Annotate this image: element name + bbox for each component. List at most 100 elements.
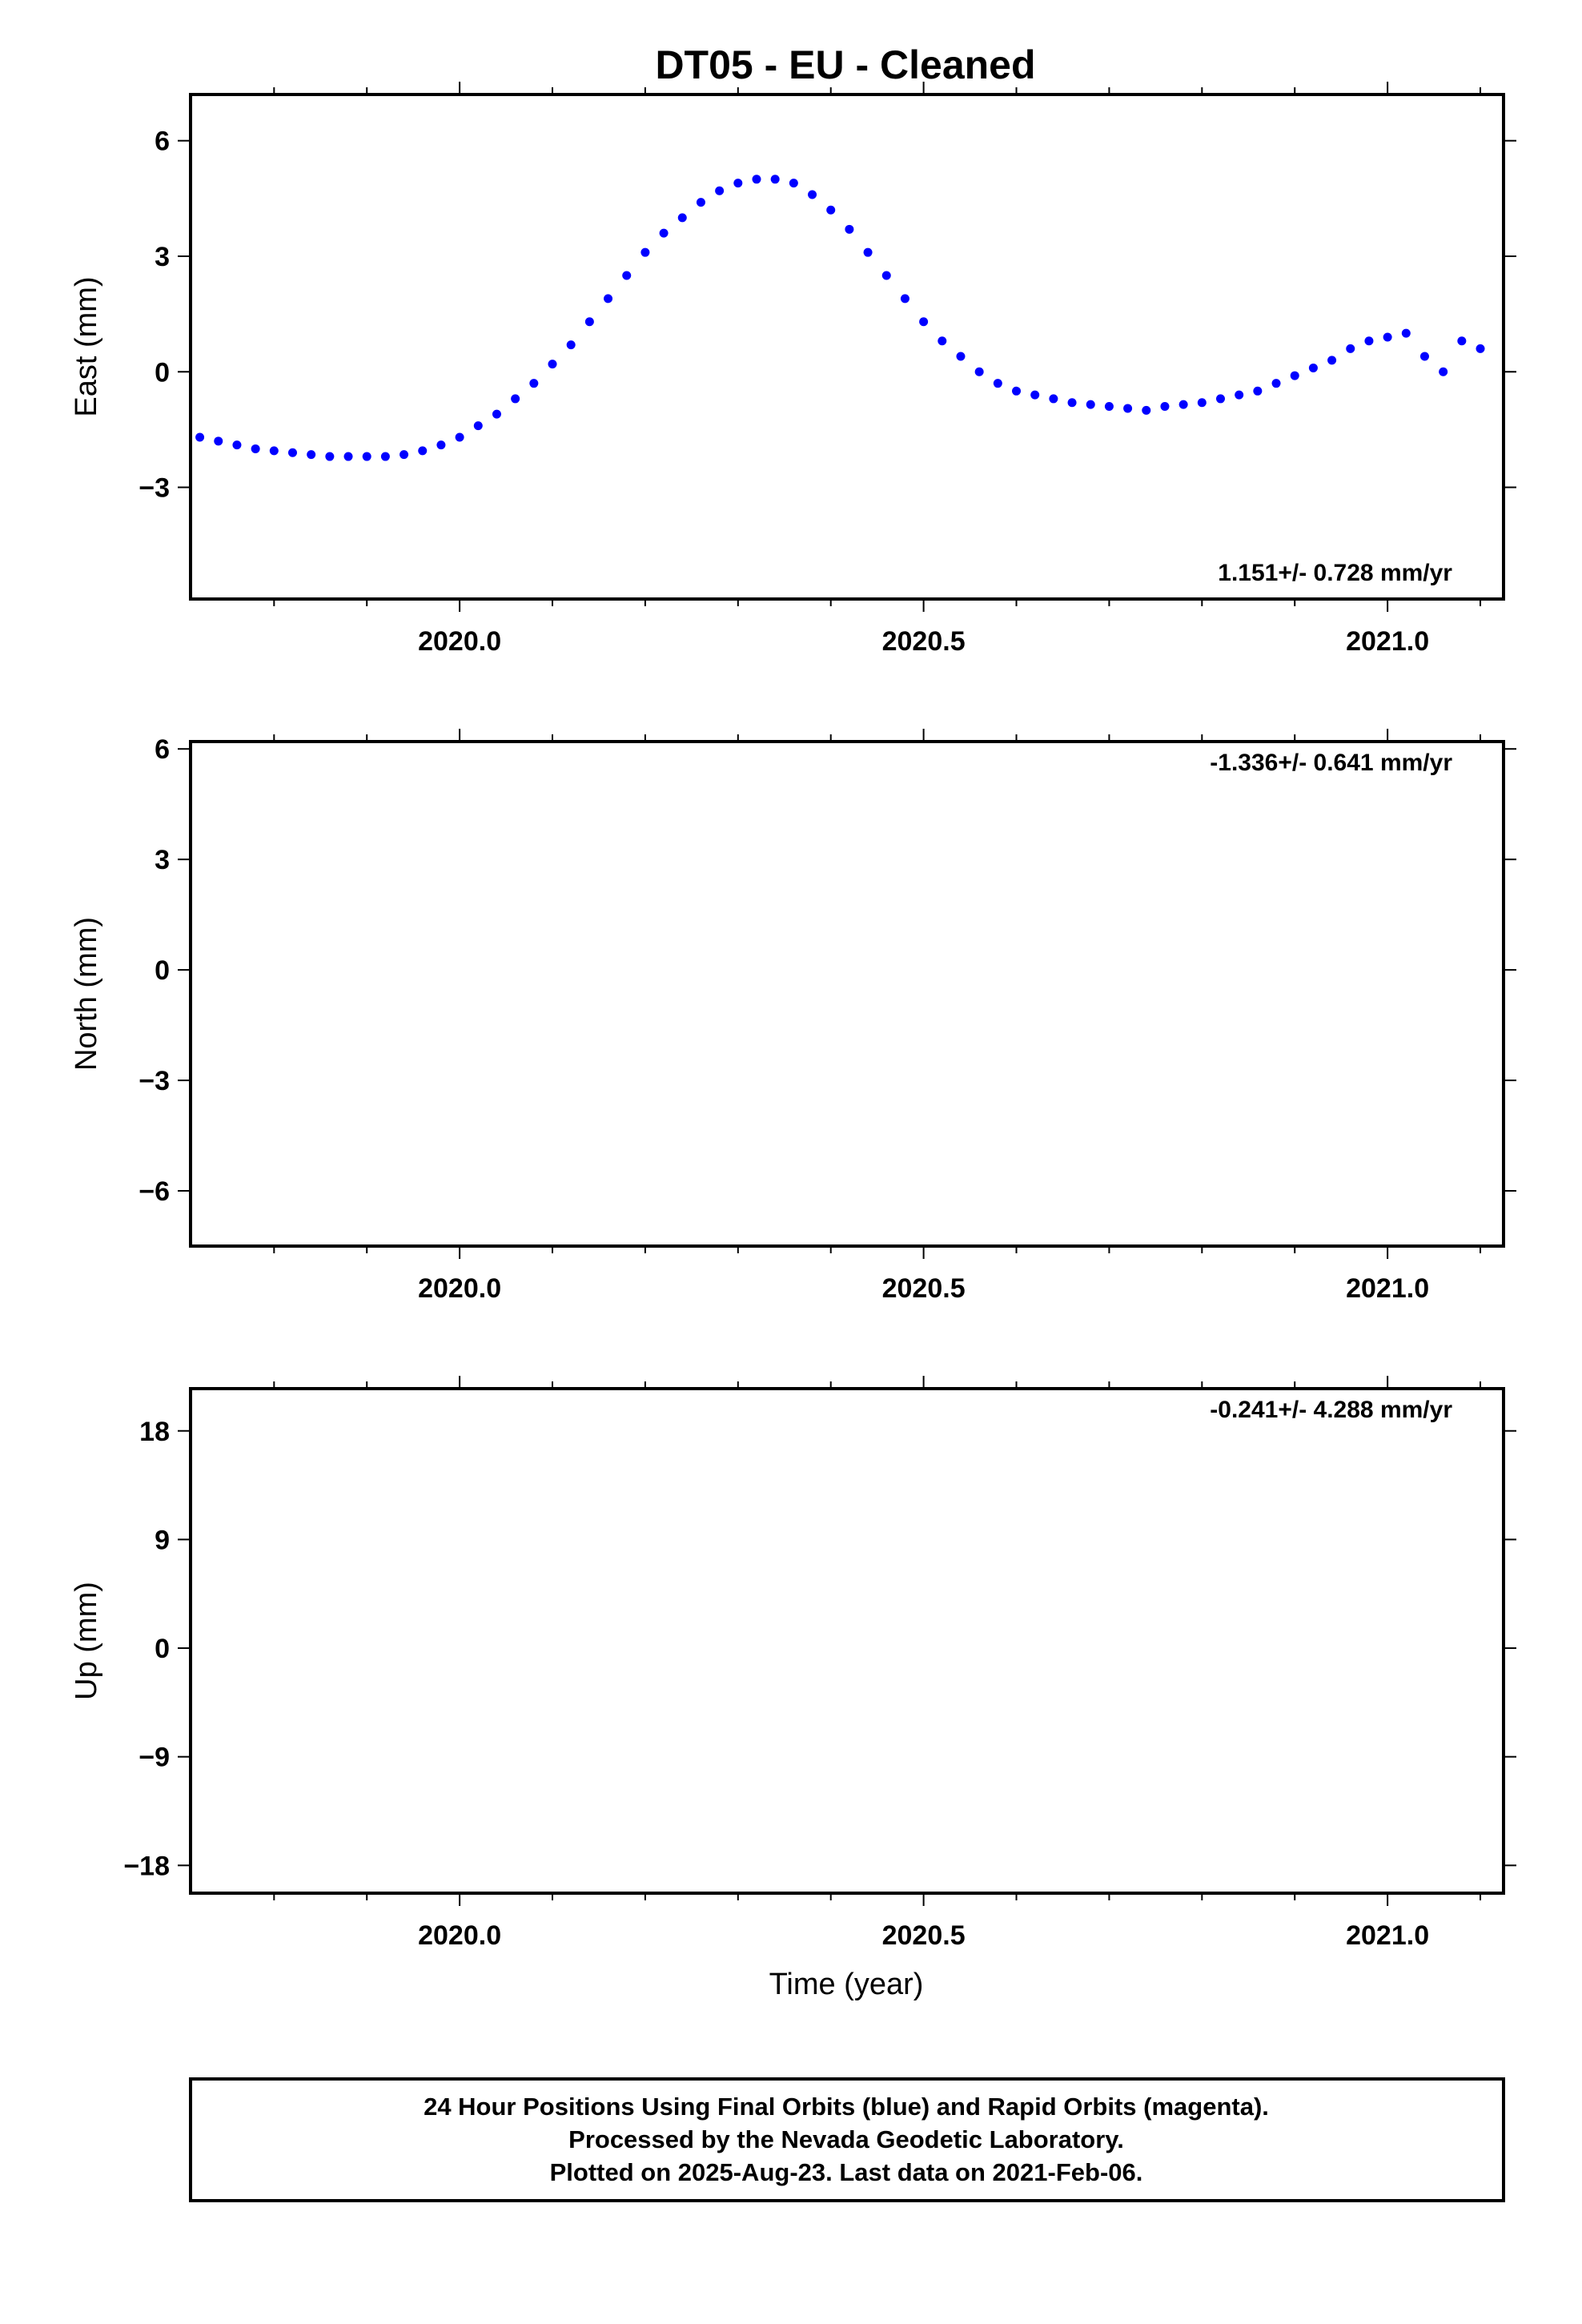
footer-line-2: Processed by the Nevada Geodetic Laborat… xyxy=(568,2125,1124,2153)
observation-point xyxy=(1346,344,1355,353)
up-panel: 2020.0 2020.5 2021.0 −18 −9 0 9 18 Up (mm) -0.241… xyxy=(70,1376,1516,1951)
y-tick-label: −18 xyxy=(123,1851,170,1881)
x-tick-label: 2020.0 xyxy=(418,626,501,657)
observation-point xyxy=(677,213,687,223)
x-tick-label: 2021.0 xyxy=(1346,1273,1429,1304)
observation-point xyxy=(287,448,297,457)
observation-point xyxy=(1271,379,1281,388)
observation-point xyxy=(919,317,929,327)
observation-point xyxy=(343,452,353,461)
x-tick-label: 2020.5 xyxy=(882,1920,966,1951)
observation-point xyxy=(1290,371,1299,380)
observation-point xyxy=(492,409,501,419)
plot-frame xyxy=(189,1387,1505,1895)
north-panel: 2020.0 2020.5 2021.0 −6 −3 0 3 6 North (mm) -1.33… xyxy=(70,729,1516,1304)
y-tick-label: 0 xyxy=(155,1634,170,1664)
observation-point xyxy=(808,190,817,199)
observation-point xyxy=(269,446,279,456)
observation-point xyxy=(436,440,446,450)
east-panel: 2020.0 2020.5 2021.0 −3 0 3 6 East (mm) 1.151+/-… xyxy=(70,82,1516,657)
observation-point xyxy=(511,394,520,404)
y-tick-label: −3 xyxy=(139,1066,170,1096)
observation-point xyxy=(1476,344,1485,353)
observation-point xyxy=(1123,404,1133,413)
observation-point xyxy=(1197,398,1207,408)
observation-point xyxy=(1457,336,1467,346)
observation-point xyxy=(640,247,650,257)
footer-line-3: Plotted on 2025-Aug-23. Last data on 202… xyxy=(550,2158,1143,2186)
observation-point xyxy=(418,446,428,456)
observation-point xyxy=(956,352,966,361)
observation-point xyxy=(1178,400,1188,409)
y-tick-label: 0 xyxy=(155,357,170,388)
observation-point xyxy=(622,271,632,280)
x-tick-label: 2020.0 xyxy=(418,1273,501,1304)
velocity-label: 1.151+/- 0.728 mm/yr xyxy=(1218,560,1452,586)
observation-point xyxy=(881,271,891,280)
observation-point xyxy=(1086,400,1095,409)
observation-point xyxy=(900,294,909,304)
observation-point xyxy=(529,379,539,388)
x-tick-label: 2021.0 xyxy=(1346,626,1429,657)
observation-point xyxy=(845,224,854,234)
observation-point xyxy=(659,228,669,238)
observation-point xyxy=(604,294,613,304)
observation-point xyxy=(1308,363,1318,372)
observation-point xyxy=(400,450,409,460)
observation-point xyxy=(993,379,1002,388)
footer-box: 24 Hour Positions Using Final Orbits (bl… xyxy=(189,2077,1505,2202)
y-tick-label: 0 xyxy=(155,955,170,986)
observation-point xyxy=(1401,328,1411,338)
observation-point xyxy=(1142,405,1151,415)
observation-point xyxy=(1253,386,1263,396)
observation-point xyxy=(789,179,798,188)
y-tick-label: −6 xyxy=(139,1176,170,1207)
observation-point xyxy=(863,247,873,257)
observation-point xyxy=(214,436,223,446)
observation-point xyxy=(1067,398,1077,408)
observation-point xyxy=(715,186,725,195)
observation-point xyxy=(566,340,576,350)
observation-point xyxy=(1327,356,1337,365)
y-axis-label: North (mm) xyxy=(70,917,103,1071)
observation-point xyxy=(826,205,836,215)
x-tick-label: 2021.0 xyxy=(1346,1920,1429,1951)
observation-point xyxy=(362,452,371,461)
y-tick-label: 18 xyxy=(139,1417,170,1447)
observation-point xyxy=(1049,394,1058,404)
observation-point xyxy=(1419,352,1429,361)
observation-point xyxy=(1104,402,1114,412)
y-tick-label: 6 xyxy=(155,127,170,157)
observation-point xyxy=(548,360,557,369)
observation-point xyxy=(770,175,780,184)
observation-point xyxy=(1160,402,1170,412)
observation-point xyxy=(1216,394,1226,404)
observation-point xyxy=(733,179,743,188)
y-tick-label: 6 xyxy=(155,734,170,765)
chart-title: DT05 - EU - Cleaned xyxy=(655,42,1035,87)
y-axis-label: Up (mm) xyxy=(70,1582,103,1700)
observation-point xyxy=(1235,390,1244,400)
observation-point xyxy=(1383,332,1392,342)
observation-point xyxy=(938,336,947,346)
x-axis-label: Time (year) xyxy=(769,1968,924,2001)
plot-frame xyxy=(189,740,1505,1248)
observation-point xyxy=(1364,336,1374,346)
observation-point xyxy=(195,432,205,442)
observation-point xyxy=(251,444,260,453)
observation-point xyxy=(325,452,335,461)
observation-point xyxy=(1030,390,1040,400)
x-tick-label: 2020.5 xyxy=(882,626,966,657)
observation-point xyxy=(752,175,761,184)
observation-point xyxy=(307,450,316,460)
x-tick-label: 2020.0 xyxy=(418,1920,501,1951)
observation-point xyxy=(455,432,464,442)
velocity-label: -1.336+/- 0.641 mm/yr xyxy=(1210,750,1452,776)
observation-point xyxy=(584,317,594,327)
observation-point xyxy=(473,421,483,431)
plot-frame xyxy=(189,93,1505,601)
y-tick-label: 9 xyxy=(155,1525,170,1555)
observation-point xyxy=(1439,367,1448,376)
y-tick-label: 3 xyxy=(155,845,170,875)
